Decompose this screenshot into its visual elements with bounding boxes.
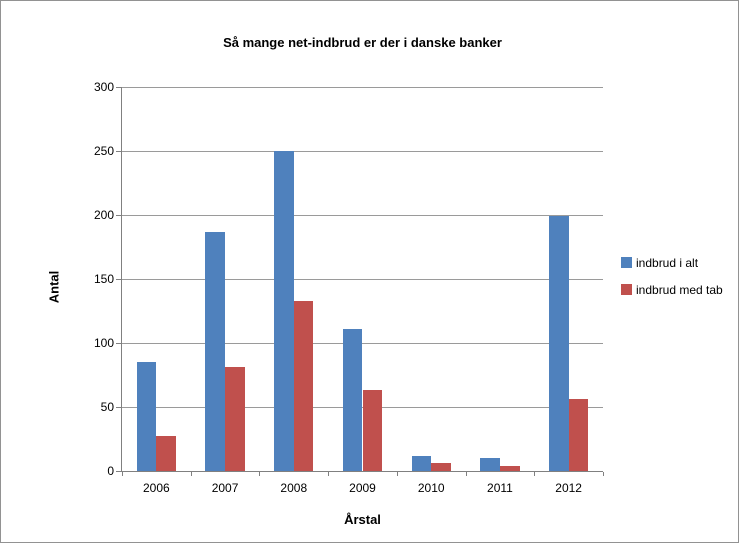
- x-axis-title: Årstal: [344, 512, 381, 527]
- legend-item-indbrud-i-alt: indbrud i alt: [621, 254, 723, 271]
- gridline-200: [122, 215, 603, 216]
- gridline-150: [122, 279, 603, 280]
- legend: indbrud i alt indbrud med tab: [621, 254, 723, 298]
- bar-2012-indbrud-i-alt: [549, 216, 569, 471]
- bar-2011-indbrud-med-tab: [499, 465, 520, 471]
- y-tick-label-250: 250: [93, 144, 114, 158]
- x-axis-tick: [122, 472, 123, 476]
- x-axis-tick: [259, 472, 260, 476]
- x-axis-tick: [397, 472, 398, 476]
- bar-2006-indbrud-i-alt: [136, 362, 157, 471]
- x-tick-label-2007: 2007: [211, 481, 239, 495]
- x-axis-tick: [603, 472, 604, 476]
- x-tick-label-2010: 2010: [417, 481, 445, 495]
- plot-area: [121, 87, 603, 472]
- bar-2006-indbrud-med-tab: [156, 436, 176, 471]
- y-tick-label-150: 150: [93, 272, 114, 286]
- legend-swatch-indbrud-med-tab: [621, 284, 632, 295]
- x-axis-tick: [191, 472, 192, 476]
- legend-item-indbrud-med-tab: indbrud med tab: [621, 281, 723, 298]
- y-axis-title: Antal: [46, 270, 62, 304]
- y-axis-tick-250: [116, 151, 121, 152]
- legend-label-indbrud-i-alt: indbrud i alt: [636, 255, 699, 270]
- legend-swatch-indbrud-i-alt: [621, 257, 632, 268]
- x-tick-label-2012: 2012: [555, 481, 582, 495]
- x-axis-tick: [534, 472, 535, 476]
- x-tick-label-2006: 2006: [142, 481, 170, 495]
- y-axis-tick-50: [116, 407, 121, 408]
- x-axis-tick: [466, 472, 467, 476]
- bar-2007-indbrud-i-alt: [205, 231, 226, 471]
- y-tick-label-100: 100: [93, 336, 114, 350]
- y-tick-label-300: 300: [93, 80, 114, 94]
- x-tick-label-2011: 2011: [487, 481, 513, 495]
- bar-2008-indbrud-i-alt: [274, 151, 294, 471]
- x-axis-tick: [328, 472, 329, 476]
- y-axis-tick-100: [116, 343, 121, 344]
- x-tick-label-2009: 2009: [349, 481, 376, 495]
- gridline-250: [122, 151, 603, 152]
- y-axis-tick-0: [116, 471, 121, 472]
- chart-title: Så mange net-indbrud er der i danske ban…: [223, 35, 502, 50]
- gridline-300: [122, 87, 603, 88]
- legend-label-indbrud-med-tab: indbrud med tab: [636, 282, 723, 297]
- bar-2012-indbrud-med-tab: [568, 399, 589, 471]
- y-axis-tick-300: [116, 87, 121, 88]
- bar-2009-indbrud-med-tab: [362, 390, 383, 471]
- bar-2011-indbrud-i-alt: [480, 458, 500, 471]
- bar-2010-indbrud-i-alt: [411, 455, 432, 471]
- x-tick-label-2008: 2008: [280, 481, 308, 495]
- y-tick-label-200: 200: [93, 208, 114, 222]
- bar-2008-indbrud-med-tab: [293, 300, 314, 471]
- y-tick-label-0: 0: [107, 464, 114, 478]
- y-axis-tick-200: [116, 215, 121, 216]
- bar-2007-indbrud-med-tab: [225, 367, 245, 471]
- gridline-100: [122, 343, 603, 344]
- bar-2009-indbrud-i-alt: [342, 328, 363, 471]
- y-axis-tick-150: [116, 279, 121, 280]
- bar-2010-indbrud-med-tab: [431, 463, 451, 471]
- y-tick-label-50: 50: [100, 400, 114, 414]
